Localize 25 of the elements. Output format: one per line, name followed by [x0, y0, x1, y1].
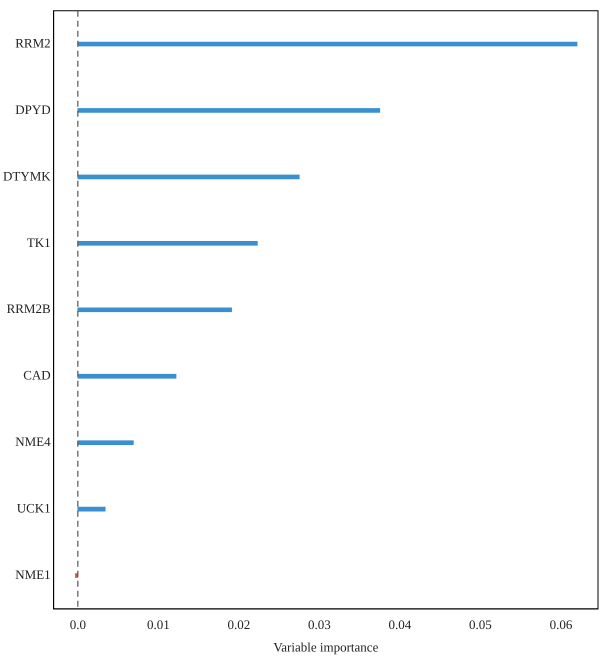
x-tick-label: 0.0 — [70, 617, 86, 632]
y-tick-label: RRM2 — [15, 35, 51, 50]
x-tick-label: 0.04 — [388, 617, 412, 632]
x-tick-label: 0.02 — [227, 617, 250, 632]
bar — [77, 241, 258, 246]
x-axis-title: Variable importance — [273, 640, 379, 655]
y-tick-label: TK1 — [26, 234, 51, 250]
y-tick-label: DPYD — [15, 102, 51, 117]
y-tick-label: NME4 — [15, 434, 52, 450]
x-tick-label: 0.06 — [550, 617, 573, 632]
x-tick-label: 0.05 — [469, 617, 492, 632]
y-tick-label: CAD — [23, 368, 51, 383]
bar — [77, 506, 106, 512]
y-tick-label: RRM2B — [6, 301, 51, 316]
y-tick-label: DTYMK — [2, 168, 52, 184]
bar — [77, 174, 300, 180]
x-tick-label: 0.03 — [308, 617, 331, 632]
bar — [77, 307, 232, 312]
y-tick-label: UCK1 — [16, 500, 51, 516]
bar — [77, 374, 176, 379]
bar — [77, 440, 134, 446]
bar — [77, 42, 578, 46]
bar — [77, 108, 380, 113]
x-tick-label: 0.01 — [146, 617, 170, 632]
y-tick-label: NME1 — [15, 567, 51, 582]
